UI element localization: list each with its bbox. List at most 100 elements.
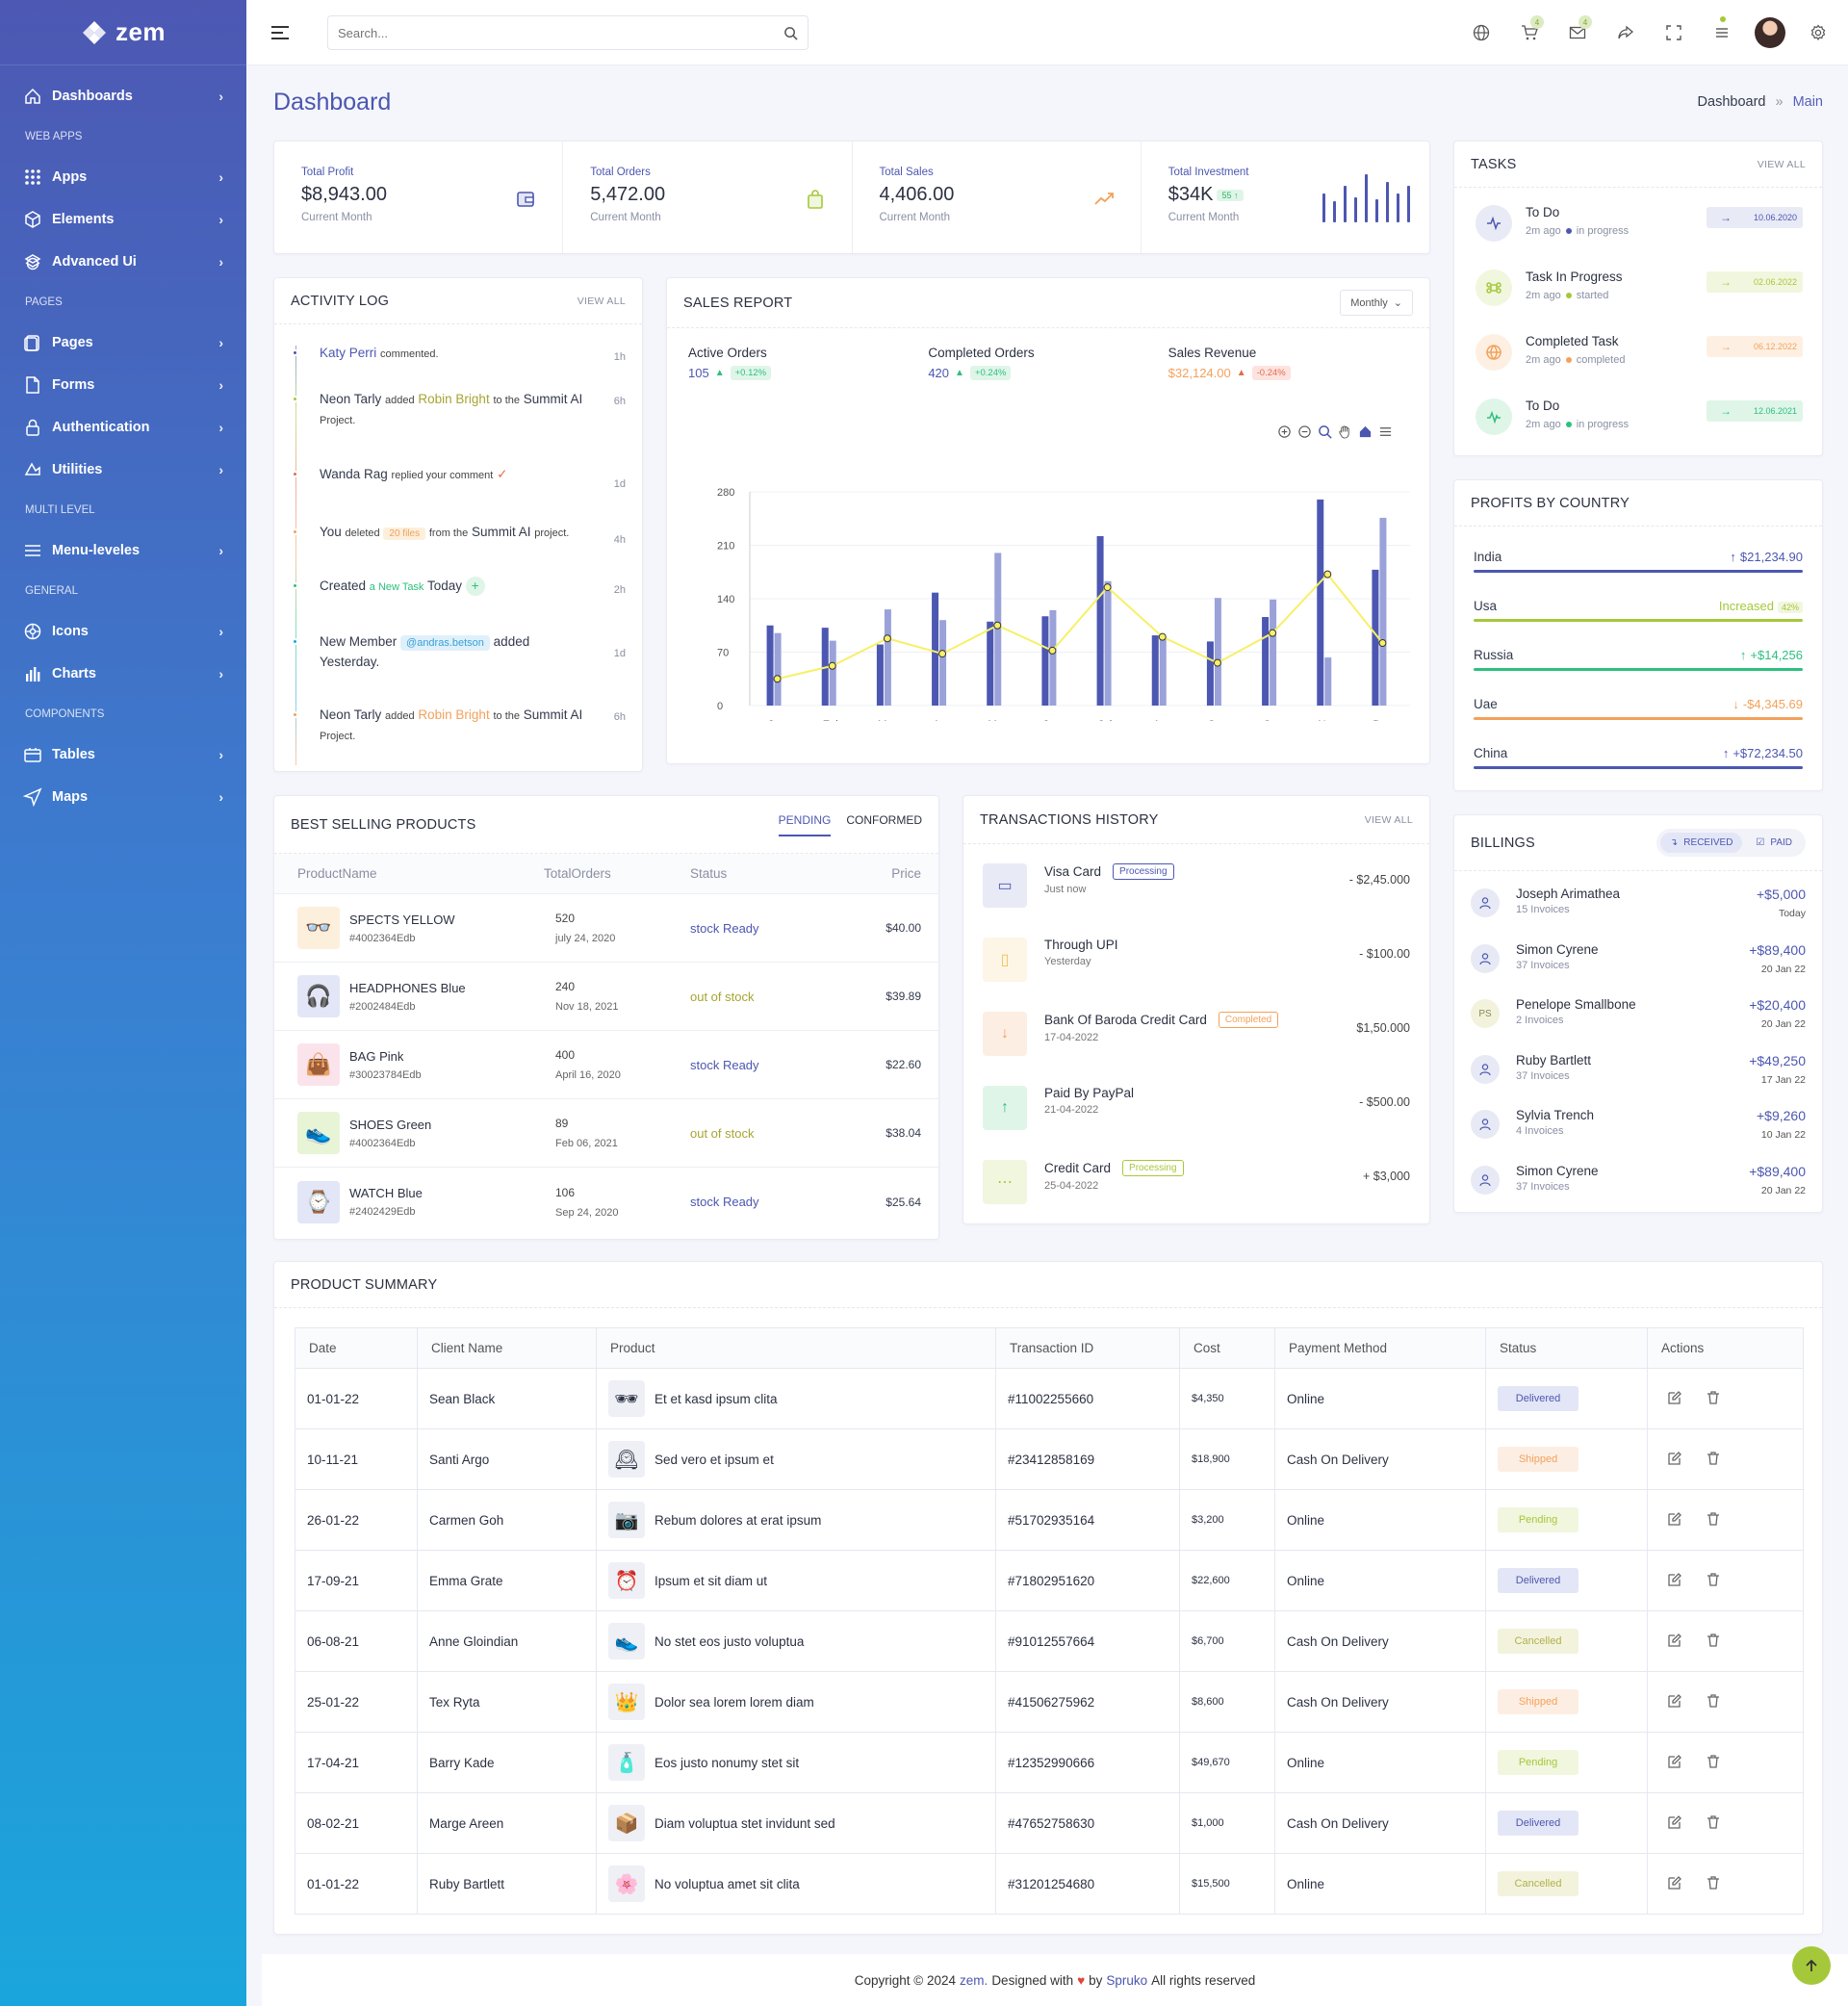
task-item[interactable]: To Do 2m ago in progress → 10.06.2020 (1454, 192, 1822, 256)
bar-completed-orders[interactable] (1104, 580, 1112, 706)
footer-author-link[interactable]: Spruko (1106, 1972, 1148, 1988)
trash-icon[interactable] (1706, 1572, 1721, 1590)
edit-icon[interactable] (1667, 1633, 1682, 1651)
task-item[interactable]: Completed Task 2m ago completed → 06.12.2022 (1454, 321, 1822, 385)
edit-icon[interactable] (1667, 1754, 1682, 1772)
tab-pending[interactable]: PENDING (778, 813, 832, 836)
sidebar-item-elements[interactable]: Elements › (0, 198, 246, 241)
sidebar-item-forms[interactable]: Forms › (0, 364, 246, 406)
tab-conformed[interactable]: CONFORMED (846, 812, 922, 827)
bar-completed-orders[interactable] (829, 640, 836, 706)
bar-completed-orders[interactable] (939, 620, 947, 706)
fullscreen-button[interactable] (1650, 0, 1698, 65)
sidebar-item-utilities[interactable]: Utilities › (0, 449, 246, 491)
table-row[interactable]: 👓 SPECTS YELLOW #4002364Edb 520 july 24, 202… (274, 894, 938, 963)
bar-completed-orders[interactable] (1324, 657, 1332, 706)
sidebar-item-maps[interactable]: Maps › (0, 776, 246, 818)
line-point[interactable] (1378, 638, 1387, 647)
cart-button[interactable]: 4 (1505, 0, 1553, 65)
task-item[interactable]: Task In Progress 2m ago started → 02.06.2022 (1454, 256, 1822, 321)
bar-completed-orders[interactable] (1270, 599, 1277, 706)
sidebar-item-advanced-ui[interactable]: Advanced Ui › (0, 241, 246, 283)
scroll-top-button[interactable] (1792, 1946, 1831, 1985)
search-icon[interactable] (783, 26, 798, 40)
trash-icon[interactable] (1706, 1693, 1721, 1711)
task-item[interactable]: To Do 2m ago in progress → 12.06.2021 (1454, 385, 1822, 450)
table-row[interactable]: 🎧 HEADPHONES Blue #2002484Edb 240 Nov 18, 20… (274, 963, 938, 1031)
bar-completed-orders[interactable] (1214, 598, 1221, 706)
line-point[interactable] (1048, 646, 1057, 655)
trash-icon[interactable] (1706, 1390, 1721, 1408)
sidebar-item-apps[interactable]: Apps › (0, 156, 246, 198)
bar-active-orders[interactable] (876, 644, 884, 706)
bar-active-orders[interactable] (1372, 569, 1379, 706)
language-button[interactable] (1457, 0, 1505, 65)
sidebar-item-pages[interactable]: Pages › (0, 321, 246, 364)
billing-item[interactable]: Ruby Bartlett 37 Invoices +$49,250 17 Jan 2… (1454, 1040, 1822, 1095)
trash-icon[interactable] (1706, 1814, 1721, 1833)
trash-icon[interactable] (1706, 1875, 1721, 1893)
task-date-badge[interactable]: → 10.06.2020 (1707, 207, 1803, 228)
brand-logo[interactable]: zem (0, 0, 246, 65)
bar-active-orders[interactable] (987, 621, 994, 706)
task-date-badge[interactable]: → 02.06.2022 (1707, 271, 1803, 293)
menu-toggle-icon[interactable] (271, 24, 291, 41)
edit-icon[interactable] (1667, 1875, 1682, 1893)
bar-active-orders[interactable] (1041, 616, 1049, 706)
bar-completed-orders[interactable] (884, 609, 891, 706)
sidebar-item-dashboards[interactable]: Dashboards › (0, 75, 246, 117)
view-all-link[interactable]: VIEW ALL (1757, 158, 1806, 170)
edit-icon[interactable] (1667, 1451, 1682, 1469)
line-point[interactable] (883, 634, 891, 643)
zoom-out-icon[interactable] (1297, 424, 1312, 439)
bar-active-orders[interactable] (1096, 535, 1104, 706)
transaction-item[interactable]: ⋯ Credit Card Processing 25-04-2022 + $3,000 (963, 1141, 1429, 1215)
trash-icon[interactable] (1706, 1451, 1721, 1469)
tab-paid[interactable]: ☑ PAID (1746, 833, 1802, 853)
edit-icon[interactable] (1667, 1572, 1682, 1590)
edit-icon[interactable] (1667, 1814, 1682, 1833)
tab-received[interactable]: ↴ RECEIVED (1659, 833, 1743, 853)
line-point[interactable] (773, 675, 782, 683)
task-date-badge[interactable]: → 06.12.2022 (1707, 336, 1803, 357)
table-row[interactable]: ⌚ WATCH Blue #2402429Edb 106 Sep 24, 2020 sto… (274, 1168, 938, 1236)
task-date-badge[interactable]: → 12.06.2021 (1707, 400, 1803, 422)
bar-completed-orders[interactable] (1379, 517, 1387, 706)
sidebar-item-tables[interactable]: Tables › (0, 733, 246, 776)
transaction-item[interactable]: ↓ Bank Of Baroda Credit Card Completed 17-0… (963, 992, 1429, 1067)
sidebar-item-charts[interactable]: Charts › (0, 653, 246, 695)
sidebar-item-menu-leveles[interactable]: Menu-leveles › (0, 529, 246, 572)
period-select[interactable]: Monthly ⌄ (1340, 290, 1413, 316)
table-row[interactable]: 👟 SHOES Green #4002364Edb 89 Feb 06, 2021 out… (274, 1099, 938, 1168)
bar-active-orders[interactable] (1151, 635, 1159, 706)
billing-item[interactable]: Sylvia Trench 4 Invoices +$9,260 10 Jan 22 (1454, 1094, 1822, 1150)
line-point[interactable] (938, 650, 947, 658)
line-point[interactable] (828, 661, 836, 670)
sidebar-item-authentication[interactable]: Authentication › (0, 406, 246, 449)
trash-icon[interactable] (1706, 1511, 1721, 1530)
chart-menu-icon[interactable] (1378, 424, 1393, 439)
bar-active-orders[interactable] (1262, 617, 1270, 706)
zoom-select-icon[interactable] (1318, 424, 1332, 439)
line-point[interactable] (1103, 583, 1112, 592)
billing-item[interactable]: Simon Cyrene 37 Invoices +$89,400 20 Jan 22 (1454, 929, 1822, 985)
bar-active-orders[interactable] (1317, 499, 1324, 706)
notifications-button[interactable] (1698, 0, 1746, 65)
edit-icon[interactable] (1667, 1693, 1682, 1711)
bar-completed-orders[interactable] (774, 632, 782, 706)
trash-icon[interactable] (1706, 1633, 1721, 1651)
edit-icon[interactable] (1667, 1390, 1682, 1408)
mail-button[interactable]: 4 (1553, 0, 1602, 65)
transaction-item[interactable]: ▭ Visa Card Processing Just now - $2,45.000 (963, 844, 1429, 918)
billing-item[interactable]: Joseph Arimathea 15 Invoices +$5,000 Today (1454, 873, 1822, 929)
view-all-link[interactable]: VIEW ALL (1364, 813, 1413, 826)
zoom-in-icon[interactable] (1277, 424, 1292, 439)
table-row[interactable]: 👜 BAG Pink #30023784Edb 400 April 16, 2020 st… (274, 1031, 938, 1099)
bar-active-orders[interactable] (766, 625, 774, 706)
line-point[interactable] (1323, 570, 1332, 579)
reset-home-icon[interactable] (1358, 424, 1373, 439)
profile-button[interactable] (1746, 0, 1794, 65)
line-point[interactable] (1213, 658, 1221, 667)
pan-hand-icon[interactable] (1338, 424, 1352, 439)
transaction-item[interactable]: ↑ Paid By PayPal 21-04-2022 - $500.00 (963, 1067, 1429, 1141)
